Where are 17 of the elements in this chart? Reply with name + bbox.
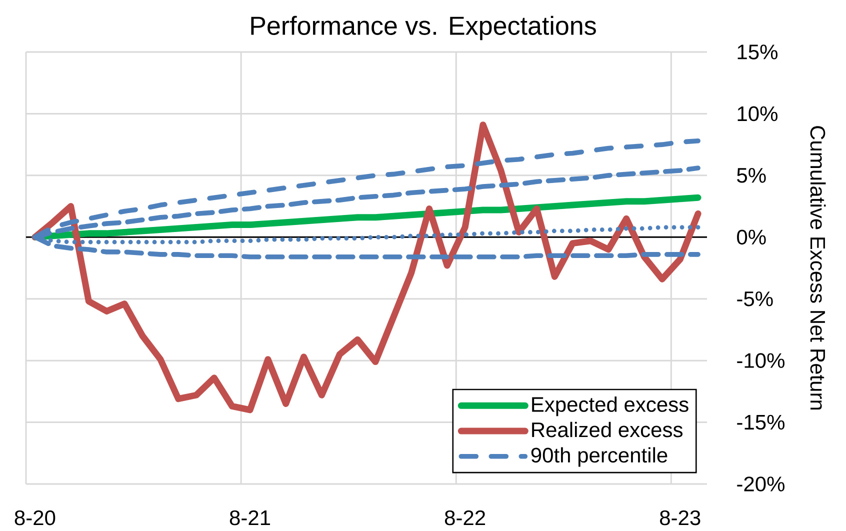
y-tick-label: 10% [738, 106, 778, 122]
y-tick-label: -20% [737, 476, 784, 492]
y-tick-label: -15% [737, 414, 784, 430]
x-tick-label: 8-22 [444, 510, 486, 526]
y-tick-label: 5% [737, 168, 766, 183]
y-tick-label: -10% [737, 353, 784, 368]
y-tick-label: -5% [737, 291, 773, 306]
y-tick-label: 0% [737, 230, 766, 245]
y-tick-label: 15% [738, 44, 778, 60]
x-tick-label: 8-21 [230, 510, 270, 526]
legend-label: Realized excess [532, 422, 682, 438]
x-tick-label: 8-20 [14, 510, 56, 526]
chart-title: Performance vs. Expectations [251, 16, 596, 40]
legend-label: 90th percentile [531, 447, 668, 467]
x-tick-label: 8-23 [660, 510, 700, 526]
y-axis-title: Cumulative Excess Net Return [810, 126, 826, 410]
legend-label: Expected excess [532, 396, 688, 416]
